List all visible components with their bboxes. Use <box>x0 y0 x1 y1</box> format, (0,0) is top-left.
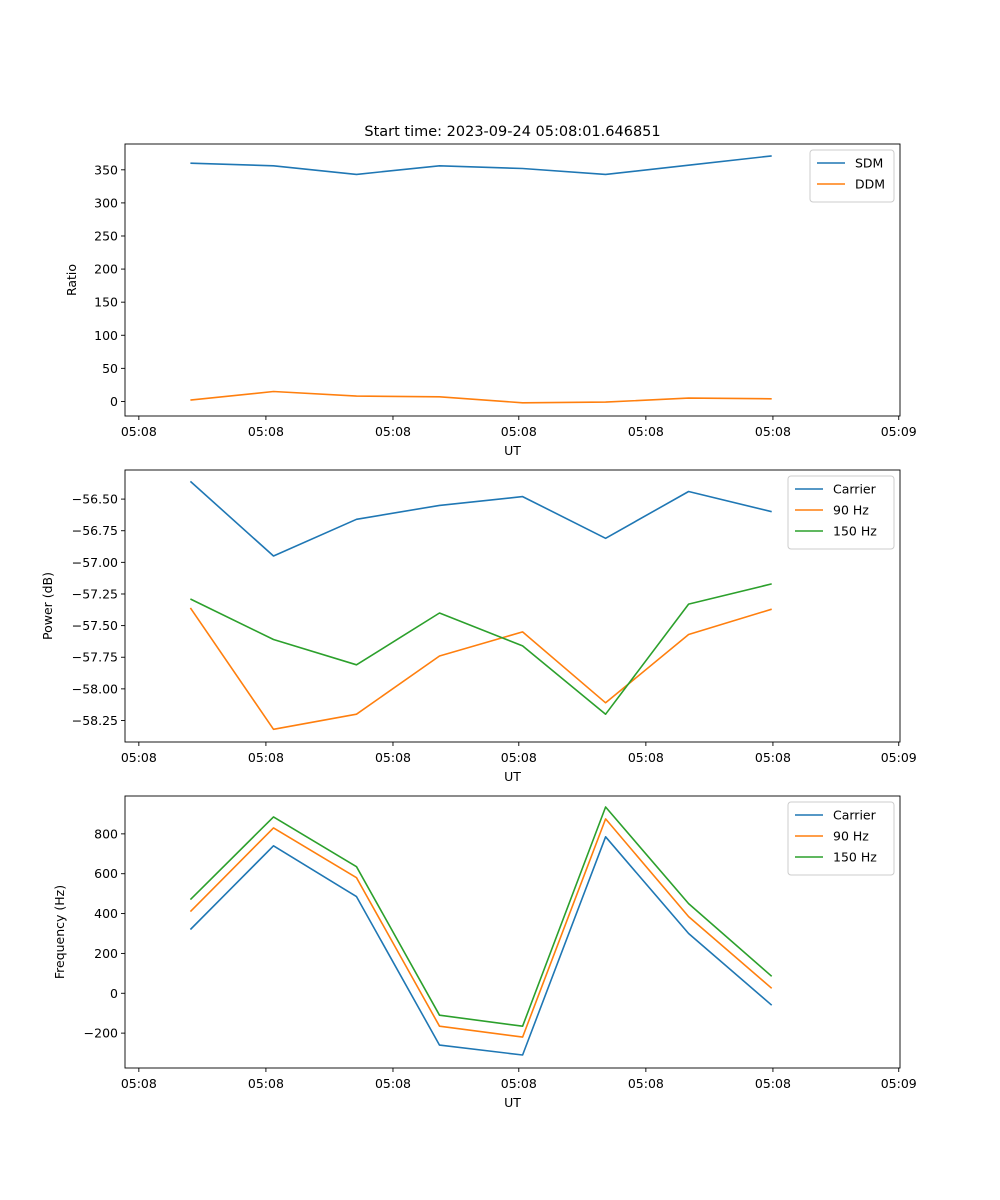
series-line-sdm <box>190 155 772 176</box>
legend-label: Carrier <box>833 808 877 823</box>
legend-label: DDM <box>855 177 885 192</box>
legend: Carrier 90 Hz 150 Hz <box>787 475 895 550</box>
series-line-90-hz <box>189 818 773 1038</box>
y-axis-label: Ratio <box>64 264 79 296</box>
x-tick-label: 05:08 <box>628 1076 664 1091</box>
legend-label: Carrier <box>833 482 877 497</box>
y-tick-label: 600 <box>94 866 118 881</box>
x-tick-label: 05:08 <box>755 424 791 439</box>
plot-frame <box>124 795 901 1069</box>
panel-1: Start time: 2023-09-24 05:08:01.64685105… <box>64 124 917 458</box>
series-line-90-hz <box>189 607 772 731</box>
y-tick-label: −57.00 <box>72 555 118 570</box>
panels: Start time: 2023-09-24 05:08:01.64685105… <box>40 124 917 1110</box>
y-tick-label: 150 <box>94 295 118 310</box>
x-tick-label: 05:09 <box>881 1076 917 1091</box>
x-tick-label: 05:08 <box>248 1076 284 1091</box>
series-line-150-hz <box>190 583 772 716</box>
y-axis-label: Power (dB) <box>40 572 55 640</box>
y-tick-label: 300 <box>94 195 118 210</box>
y-tick-label: −56.50 <box>72 492 118 507</box>
y-tick-label: 250 <box>94 228 118 243</box>
chart-title: Start time: 2023-09-24 05:08:01.646851 <box>364 124 660 140</box>
panel-2: 05:08 05:08 05:08 05:08 05:08 05:08 05:09 −58.2… <box>40 469 917 784</box>
y-tick-label: 400 <box>94 906 118 921</box>
panel-3: 05:08 05:08 05:08 05:08 05:08 05:08 05:09 −200 0… <box>52 795 917 1110</box>
x-tick-label: 05:08 <box>121 1076 157 1091</box>
legend: Carrier 90 Hz 150 Hz <box>787 801 895 876</box>
x-tick-label: 05:08 <box>628 750 664 765</box>
y-tick-label: −57.75 <box>72 650 118 665</box>
y-tick-label: −58.25 <box>72 713 118 728</box>
x-tick-label: 05:09 <box>881 750 917 765</box>
series-line-carrier <box>189 835 773 1056</box>
series-line-150-hz <box>189 806 773 1027</box>
plot-frame <box>124 143 901 417</box>
legend-label: 90 Hz <box>833 829 869 844</box>
y-axis-label: Frequency (Hz) <box>52 885 67 979</box>
x-tick-label: 05:08 <box>248 424 284 439</box>
y-tick-label: −57.25 <box>72 586 118 601</box>
y-tick-label: 350 <box>94 162 118 177</box>
legend: SDM DDM <box>809 149 895 203</box>
y-tick-label: −57.50 <box>72 618 118 633</box>
x-axis-label: UT <box>504 1095 521 1110</box>
series-line-ddm <box>190 390 772 404</box>
x-tick-label: 05:08 <box>501 424 537 439</box>
legend-label: SDM <box>855 156 883 171</box>
legend-label: 150 Hz <box>833 524 877 539</box>
y-tick-label: −56.75 <box>72 523 118 538</box>
x-tick-label: 05:08 <box>121 424 157 439</box>
y-tick-label: 50 <box>102 361 118 376</box>
x-tick-label: 05:08 <box>375 1076 411 1091</box>
y-tick-label: 0 <box>110 394 118 409</box>
x-axis-label: UT <box>504 769 521 784</box>
x-tick-label: 05:08 <box>755 1076 791 1091</box>
y-tick-label: 100 <box>94 328 118 343</box>
y-tick-label: 200 <box>94 946 118 961</box>
x-tick-label: 05:08 <box>501 1076 537 1091</box>
plot-frame <box>124 469 901 743</box>
series-line-carrier <box>189 480 772 557</box>
y-tick-label: −200 <box>84 1026 118 1041</box>
x-tick-label: 05:08 <box>248 750 284 765</box>
x-axis-label: UT <box>504 443 521 458</box>
y-tick-label: 200 <box>94 262 118 277</box>
y-tick-label: 0 <box>110 986 118 1001</box>
x-tick-label: 05:08 <box>755 750 791 765</box>
x-tick-label: 05:08 <box>121 750 157 765</box>
legend-label: 150 Hz <box>833 850 877 865</box>
y-tick-label: −58.00 <box>72 681 118 696</box>
x-tick-label: 05:09 <box>881 424 917 439</box>
legend-label: 90 Hz <box>833 503 869 518</box>
x-tick-label: 05:08 <box>375 424 411 439</box>
x-tick-label: 05:08 <box>628 424 664 439</box>
y-tick-label: 800 <box>94 826 118 841</box>
x-tick-label: 05:08 <box>501 750 537 765</box>
x-tick-label: 05:08 <box>375 750 411 765</box>
